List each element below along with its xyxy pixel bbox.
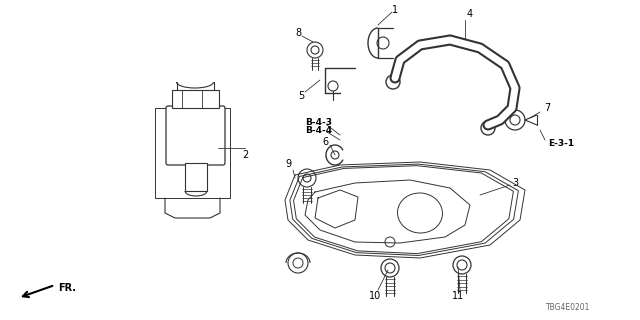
FancyBboxPatch shape [166, 106, 225, 165]
Text: B-4-4: B-4-4 [305, 125, 332, 134]
Text: TBG4E0201: TBG4E0201 [546, 303, 590, 312]
Text: 10: 10 [369, 291, 381, 301]
Circle shape [171, 115, 181, 125]
Text: 1: 1 [392, 5, 398, 15]
Bar [172, 90, 219, 108]
Bar [185, 163, 207, 191]
Text: 8: 8 [295, 28, 301, 38]
Circle shape [481, 121, 495, 135]
Circle shape [288, 253, 308, 273]
Circle shape [328, 81, 338, 91]
Bar [155, 108, 230, 198]
Circle shape [505, 110, 525, 130]
Text: B-4-3: B-4-3 [305, 117, 332, 126]
Circle shape [385, 237, 395, 247]
Circle shape [303, 174, 311, 182]
Circle shape [307, 42, 323, 58]
Text: 7: 7 [544, 103, 550, 113]
Text: E-3-1: E-3-1 [548, 139, 574, 148]
Circle shape [210, 115, 220, 125]
Circle shape [381, 259, 399, 277]
Text: 9: 9 [285, 159, 291, 169]
Text: 6: 6 [322, 137, 328, 147]
Circle shape [453, 256, 471, 274]
Circle shape [510, 115, 520, 125]
Text: 11: 11 [452, 291, 464, 301]
Text: 3: 3 [512, 178, 518, 188]
Ellipse shape [397, 193, 442, 233]
Text: FR.: FR. [58, 283, 76, 293]
Circle shape [311, 46, 319, 54]
Circle shape [386, 75, 400, 89]
Circle shape [298, 169, 316, 187]
Text: 5: 5 [298, 91, 304, 101]
Circle shape [377, 37, 389, 49]
Circle shape [188, 167, 204, 183]
Circle shape [385, 263, 395, 273]
Circle shape [331, 151, 339, 159]
Circle shape [457, 260, 467, 270]
Text: 2: 2 [242, 150, 248, 160]
Circle shape [293, 258, 303, 268]
Text: 4: 4 [467, 9, 473, 19]
